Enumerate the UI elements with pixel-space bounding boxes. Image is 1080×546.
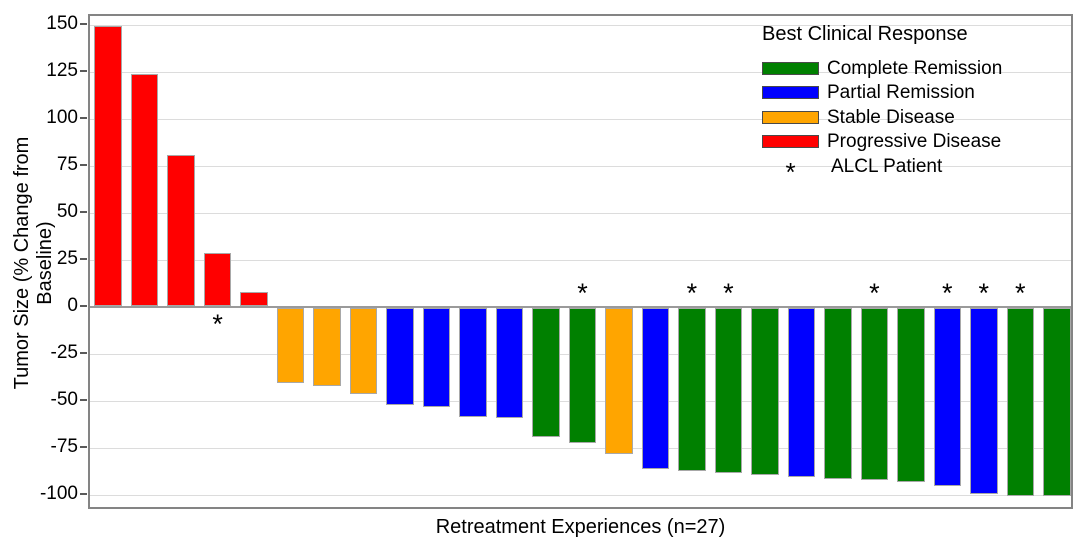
bar-27-complete-remission	[1043, 308, 1071, 496]
gridline-y125	[90, 72, 1071, 73]
bar-9-partial-remission	[386, 308, 414, 406]
bar-17-complete-remission	[678, 308, 706, 472]
legend-entry-alcl-patient: * ALCL Patient	[762, 155, 943, 188]
y-tick	[80, 492, 87, 495]
legend-swatch	[762, 135, 819, 149]
bar-23-complete-remission	[897, 308, 925, 483]
y-tick-label: -50	[50, 388, 78, 410]
bar-21-complete-remission	[824, 308, 852, 479]
y-tick-label: 0	[67, 294, 78, 316]
y-tick	[80, 351, 87, 354]
y-tick-label: 125	[46, 59, 78, 81]
y-tick-label: -100	[39, 482, 78, 504]
bar-10-partial-remission	[422, 308, 451, 408]
gridline-y150	[90, 25, 1071, 26]
legend-entry-partial-remission: Partial Remission	[762, 83, 975, 102]
gridline-y-100	[90, 495, 1071, 496]
y-tick-label: 25	[56, 247, 78, 269]
bar-3-progressive-disease	[167, 155, 195, 306]
bar-13-complete-remission	[532, 308, 560, 438]
legend-entry-stable-disease: Stable Disease	[762, 108, 955, 127]
y-tick-label: 75	[56, 153, 78, 175]
alcl-asterisk: *	[869, 278, 880, 308]
bar-11-partial-remission	[459, 308, 487, 417]
y-tick	[80, 210, 87, 213]
y-tick-label: 50	[56, 200, 78, 222]
bar-5-progressive-disease	[240, 292, 268, 306]
y-tick-label: -75	[50, 435, 78, 457]
bar-20-partial-remission	[787, 308, 816, 477]
y-tick	[80, 116, 87, 119]
bar-2-progressive-disease	[130, 74, 159, 306]
alcl-asterisk: *	[212, 308, 223, 339]
y-tick	[80, 304, 87, 307]
bar-19-complete-remission	[751, 308, 779, 475]
alcl-asterisk: *	[723, 278, 734, 308]
gridline-y25	[90, 260, 1071, 261]
x-axis-title: Retreatment Experiences (n=27)	[435, 516, 726, 538]
y-tick	[80, 69, 87, 72]
legend-entry-progressive-disease: Progressive Disease	[762, 132, 1001, 151]
gridline-y-75	[90, 448, 1071, 449]
legend-entry-label: Stable Disease	[827, 106, 955, 128]
bar-18-complete-remission	[714, 308, 743, 473]
bar-4-progressive-disease	[203, 252, 232, 306]
y-tick-label: -25	[50, 341, 78, 363]
bar-15-stable-disease	[605, 308, 633, 455]
gridline-y50	[90, 213, 1071, 214]
y-tick	[80, 22, 87, 25]
bar-1-progressive-disease	[94, 25, 122, 306]
y-tick-label: 150	[46, 12, 78, 34]
alcl-asterisk: *	[942, 278, 953, 308]
legend-swatch	[762, 62, 819, 75]
legend-entry-label: Complete Remission	[827, 58, 1003, 79]
bar-6-stable-disease	[276, 308, 305, 383]
alcl-asterisk: *	[1015, 278, 1026, 308]
legend-entry-label: Progressive Disease	[827, 131, 1002, 153]
bar-7-stable-disease	[313, 308, 341, 387]
legend-entry-label: ALCL Patient	[831, 155, 943, 177]
bar-14-complete-remission	[568, 308, 597, 443]
legend-entry-complete-remission: Complete Remission	[762, 59, 1002, 78]
legend-swatch	[762, 86, 819, 100]
y-tick	[80, 257, 87, 260]
bar-8-stable-disease	[349, 308, 378, 394]
bar-26-complete-remission	[1006, 308, 1035, 496]
y-tick	[80, 163, 87, 166]
bar-16-partial-remission	[641, 308, 670, 470]
zero-axis-line	[90, 306, 1071, 308]
plot-area: * * * * * * * *	[88, 14, 1073, 509]
gridline-y75	[90, 166, 1071, 167]
legend-title: Best Clinical Response	[762, 23, 968, 45]
bar-24-partial-remission	[933, 308, 962, 487]
alcl-asterisk: *	[686, 278, 698, 308]
y-tick-label: 100	[46, 106, 78, 128]
legend: Best Clinical Response Complete Remissio…	[762, 22, 1002, 185]
bar-22-complete-remission	[860, 308, 889, 481]
alcl-asterisk: *	[978, 278, 990, 308]
legend-entry-label: Partial Remission	[827, 82, 975, 104]
y-tick	[80, 445, 87, 448]
bar-12-partial-remission	[495, 308, 524, 419]
gridline-y100	[90, 119, 1071, 120]
alcl-asterisk: *	[577, 278, 588, 308]
alcl-star-icon: *	[785, 157, 796, 188]
legend-swatch	[762, 110, 819, 124]
bar-25-partial-remission	[970, 308, 998, 494]
y-tick	[80, 398, 87, 401]
